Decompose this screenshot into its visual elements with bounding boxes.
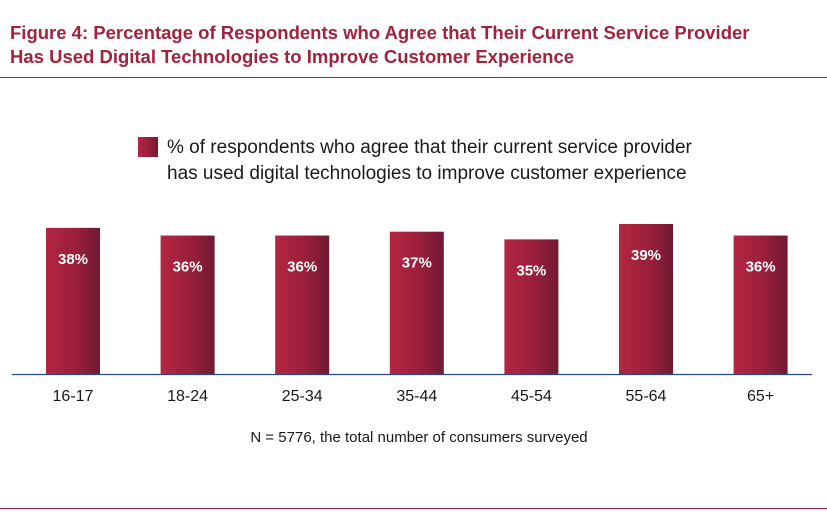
- bar-35-44: [389, 231, 444, 374]
- x-tick-label: 65+: [747, 388, 774, 405]
- figure-title: Figure 4: Percentage of Respondents who …: [10, 21, 820, 69]
- bar-chart: % of respondents who agree that their cu…: [12, 137, 812, 446]
- bar-45-54: [504, 239, 559, 374]
- x-tick-label: 35-44: [396, 388, 437, 405]
- title-divider: [0, 77, 827, 78]
- figure-title-line-1: Figure 4: Percentage of Respondents who …: [10, 22, 750, 43]
- bar-value-label: 35%: [516, 262, 546, 279]
- legend-swatch: [138, 137, 158, 157]
- x-tick-label: 55-64: [626, 388, 667, 405]
- bar-value-label: 36%: [746, 259, 776, 276]
- legend: % of respondents who agree that their cu…: [138, 137, 693, 184]
- bar-55-64: [619, 224, 673, 374]
- bar-value-label: 38%: [58, 251, 88, 268]
- bar-value-label: 37%: [402, 255, 432, 272]
- bar-value-label: 36%: [287, 259, 317, 276]
- x-axis: 16-17 18-24 25-34 35-44 45-54 55-64 65+: [12, 373, 812, 405]
- legend-label: % of respondents who agree that their cu…: [167, 137, 693, 158]
- bar-value-label: 39%: [631, 247, 661, 264]
- x-tick-label: 25-34: [282, 388, 323, 405]
- x-tick-label: 18-24: [167, 388, 208, 405]
- bottom-divider: [0, 508, 827, 509]
- sample-size-note: N = 5776, the total number of consumers …: [250, 429, 587, 446]
- bar-value-label: 36%: [173, 259, 203, 276]
- legend-label: has used digital technologies to improve…: [167, 163, 687, 184]
- bar-18-24: [160, 235, 215, 374]
- bar-65+: [733, 235, 788, 374]
- sample-note: N = 5776, the total number of consumers …: [250, 429, 587, 446]
- x-tick-label: 16-17: [53, 388, 94, 405]
- bar-16-17: [46, 227, 100, 374]
- bars: 38% 36% 36% 37% 35% 39% 36%: [46, 224, 788, 374]
- bar-25-34: [275, 235, 330, 374]
- figure-title-line-2: Has Used Digital Technologies to Improve…: [10, 46, 575, 67]
- x-tick-label: 45-54: [511, 388, 552, 405]
